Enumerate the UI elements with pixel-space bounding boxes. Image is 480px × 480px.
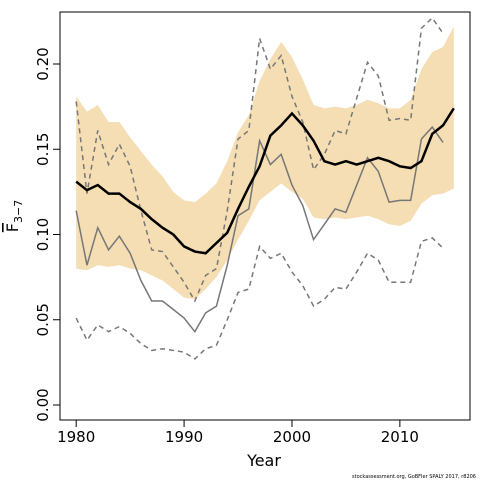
series-line bbox=[75, 125, 444, 334]
series-line bbox=[75, 16, 444, 303]
series-line bbox=[75, 237, 444, 360]
y-tick-label: 0.05 bbox=[34, 303, 52, 336]
y-label-main: F bbox=[3, 223, 22, 232]
x-tick-label: 2000 bbox=[273, 428, 311, 446]
footnote: stockassessment.org, GoBFIer SPALY 2017,… bbox=[352, 474, 476, 480]
y-tick-label: 0.20 bbox=[34, 47, 52, 80]
confidence-band bbox=[76, 26, 454, 300]
y-tick-label: 0.15 bbox=[34, 133, 52, 166]
series-line bbox=[75, 107, 455, 255]
x-tick-label: 1990 bbox=[165, 428, 203, 446]
y-tick-label: 0.00 bbox=[34, 388, 52, 421]
plot-frame bbox=[59, 11, 471, 421]
y-axis-label: F3−7 bbox=[3, 200, 25, 232]
x-tick-label: 1980 bbox=[57, 428, 95, 446]
y-label-sub: 3−7 bbox=[12, 200, 25, 223]
y-tick-label: 0.10 bbox=[34, 218, 52, 251]
x-tick-label: 2010 bbox=[381, 428, 419, 446]
x-axis-label: Year bbox=[246, 451, 281, 470]
